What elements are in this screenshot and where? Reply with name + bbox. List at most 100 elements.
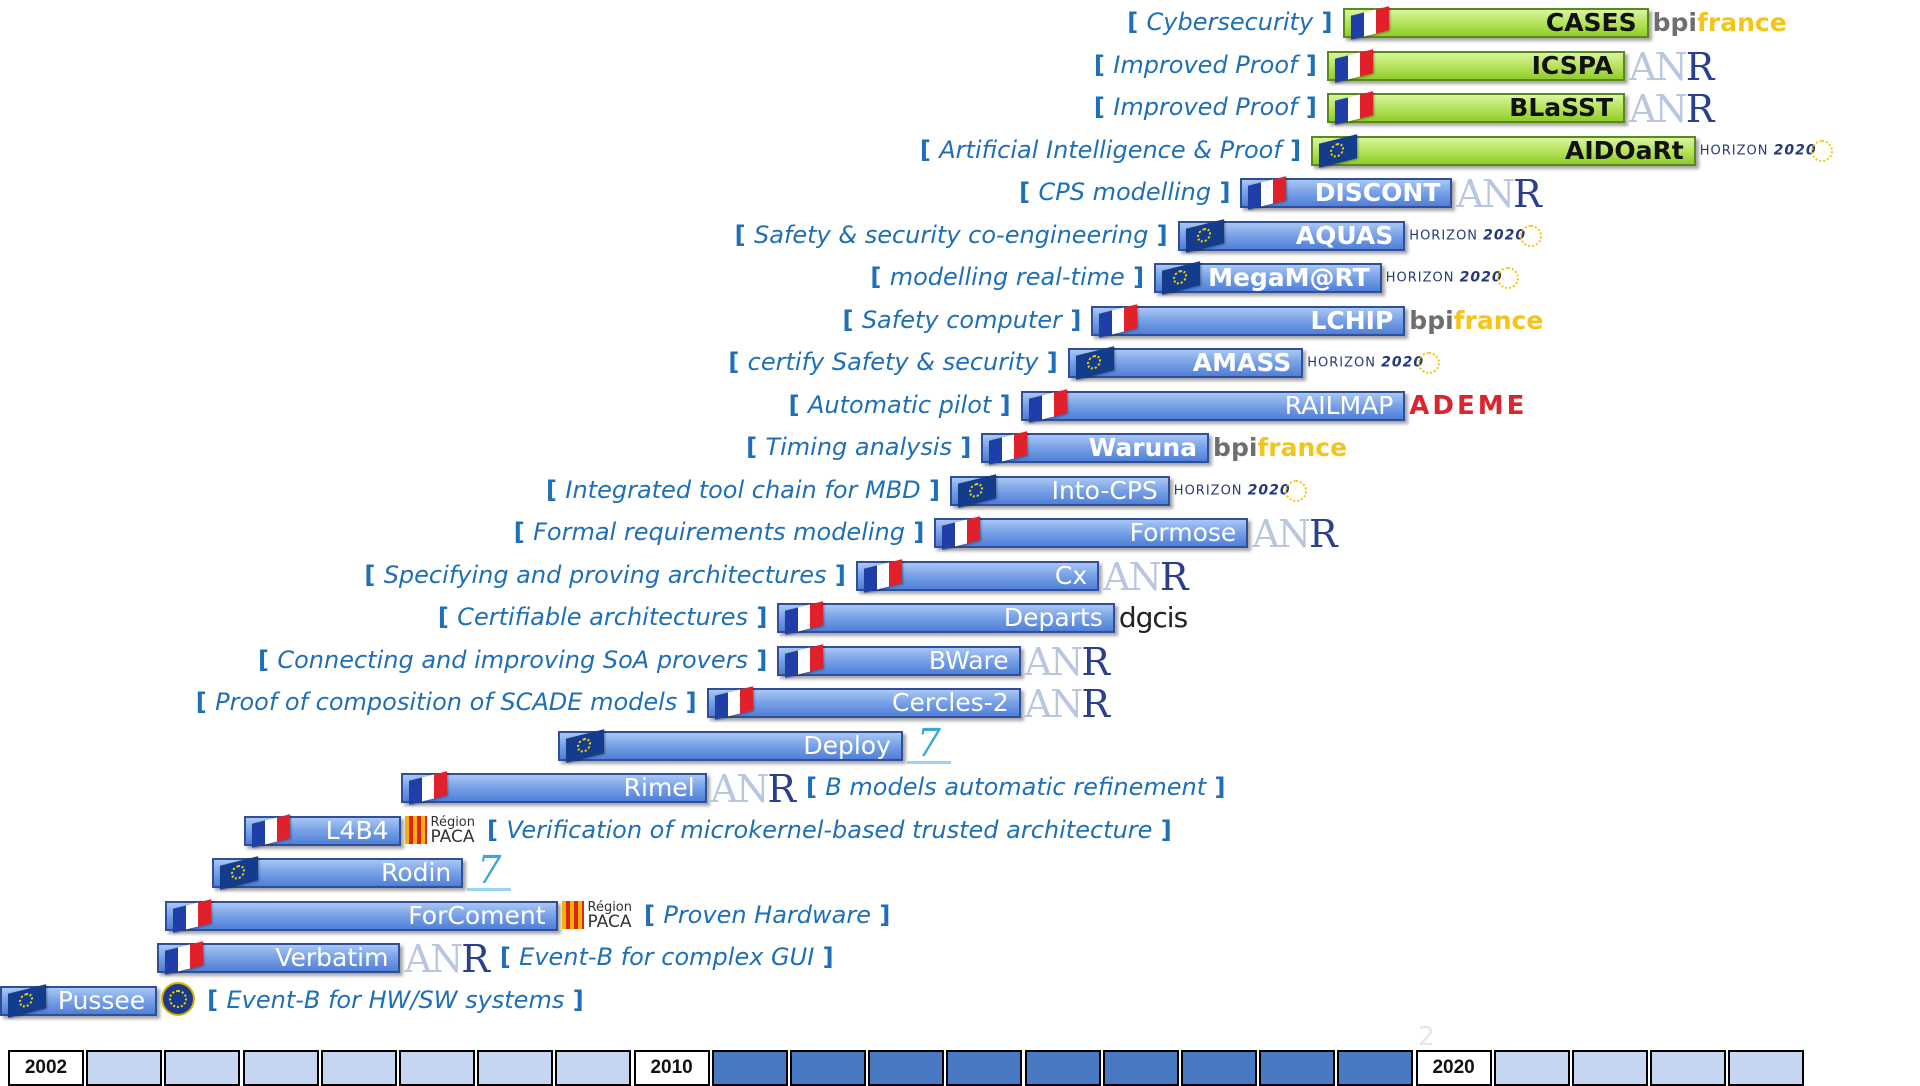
flag-stripe: [954, 519, 968, 547]
horizon-2020-logo: HORIZON 2020: [1700, 139, 1833, 162]
fp7-logo-icon: 7: [467, 851, 512, 891]
timeline-cell: [1259, 1050, 1336, 1086]
bracket-open: [: [919, 135, 940, 164]
horizon-logo-year: 2020: [1381, 354, 1425, 371]
project-description: [ Specifying and proving architectures ]: [364, 559, 845, 591]
eu-stars-ring: [231, 863, 246, 881]
project-bar-bware: BWare: [777, 643, 1021, 678]
horizon-logo-text: HORIZON: [1409, 228, 1484, 243]
bracket-close: ]: [920, 475, 940, 504]
project-description: [ Safety computer ]: [842, 304, 1081, 336]
bracket-open: [: [746, 433, 766, 461]
paca-crest-icon: [404, 815, 427, 844]
bpifrance-logo-text-a: bpi: [1652, 8, 1698, 37]
project-label: MegaM@RT: [1208, 263, 1370, 292]
eu-stars-icon: [1284, 479, 1307, 502]
project-label: Rimel: [623, 773, 695, 802]
anr-logo-text-b: R: [1309, 512, 1338, 556]
anr-logo: ANR: [1252, 512, 1338, 556]
flag-stripe: [810, 643, 824, 671]
timeline-cell: [1102, 1050, 1179, 1086]
project-description: [ Proof of composition of SCADE models ]: [196, 686, 697, 718]
timeline-cell: [1024, 1050, 1101, 1086]
description-text: Automatic pilot: [807, 390, 992, 419]
bracket-close: ]: [1281, 135, 1302, 164]
ademe-logo: ADEME: [1409, 390, 1528, 421]
timeline-cell: 2002: [8, 1050, 84, 1086]
project-description: [ Certifiable architectures ]: [438, 601, 767, 633]
description-text: Safety & security co-engineering: [753, 220, 1149, 249]
description-text: Proven Hardware: [663, 900, 871, 929]
eu-stars-ring: [969, 481, 983, 499]
bracket-close: ]: [1038, 348, 1058, 376]
timeline-cell: [946, 1050, 1023, 1086]
flag-stripe: [989, 437, 1003, 465]
paca-logo-text: Région PACA: [431, 815, 476, 845]
flag-stripe: [1350, 12, 1364, 40]
eu-flag-icon: [1075, 346, 1114, 380]
project-bar-cases: CASES: [1342, 6, 1649, 40]
flag-stripe: [276, 813, 290, 841]
project-label: Verbatim: [275, 943, 389, 972]
bpifrance-logo: bpifrance: [1653, 8, 1787, 38]
flag-stripe: [185, 901, 199, 930]
bpifrance-logo-text-a: bpi: [1213, 433, 1258, 462]
eu-stars-ring: [576, 736, 591, 754]
horizon-2020-logo: HORIZON 2020: [1307, 352, 1441, 374]
bracket-close: ]: [1148, 220, 1168, 249]
horizon-logo-text: HORIZON: [1307, 355, 1382, 371]
flag-stripe: [264, 816, 277, 845]
description-text: Event-B for HW/SW systems: [226, 985, 565, 1014]
eu-stars-ring: [1173, 268, 1188, 286]
bpifrance-logo-text-b: france: [1697, 8, 1787, 37]
project-bar-departs: Departs: [777, 601, 1115, 635]
description-text: Proof of composition of SCADE models: [215, 688, 678, 716]
french-flag-icon: [1350, 6, 1389, 40]
bracket-open: [: [207, 985, 227, 1014]
flag-stripe: [1248, 182, 1262, 210]
timeline-year-label: 2010: [650, 1057, 693, 1078]
project-bar-waruna: Waruna: [981, 431, 1210, 465]
bracket-close: ]: [1124, 263, 1145, 291]
french-flag-icon: [785, 643, 824, 678]
french-flag-icon: [165, 941, 204, 975]
project-description: [ Event-B for HW/SW systems ]: [207, 984, 584, 1016]
flag-stripe: [190, 941, 204, 969]
bracket-open: [: [805, 773, 826, 801]
project-label: Pussee: [57, 985, 146, 1015]
french-flag-icon: [408, 771, 447, 805]
description-text: certify Safety & security: [747, 348, 1039, 376]
description-text: Certifiable architectures: [457, 603, 748, 631]
description-text: Event-B for complex GUI: [519, 943, 815, 971]
timeline-cell: [399, 1050, 475, 1086]
french-flag-icon: [251, 813, 290, 848]
horizon-logo-year: 2020: [1247, 482, 1291, 498]
project-label: L4B4: [325, 815, 389, 845]
anr-logo: ANR: [1025, 642, 1110, 682]
bracket-open: [: [728, 348, 748, 376]
flag-stripe: [785, 607, 798, 635]
fp7-logo-icon: 7: [906, 724, 951, 764]
french-flag-icon: [714, 686, 753, 720]
flag-stripe: [1014, 431, 1028, 459]
esprit-emblem-icon: [161, 981, 196, 1016]
french-flag-icon: [1334, 48, 1373, 83]
project-bar-icspa: ICSPA: [1326, 48, 1626, 83]
flag-stripe: [165, 947, 178, 975]
flag-stripe: [863, 565, 877, 593]
eu-flag-icon: [958, 473, 996, 508]
bracket-close: ]: [826, 560, 846, 589]
bracket-close: ]: [1206, 773, 1226, 801]
description-text: Specifying and proving architectures: [383, 560, 827, 589]
anr-logo: ANR: [1456, 174, 1541, 214]
eu-stars-icon: [1520, 224, 1543, 247]
bracket-open: [: [1019, 178, 1039, 206]
project-description: [ Safety & security co-engineering ]: [735, 219, 1168, 251]
flag-stripe: [714, 692, 728, 720]
flag-stripe: [1099, 310, 1112, 338]
timeline-cell: [868, 1050, 945, 1086]
paca-logo-line2: PACA: [587, 911, 632, 932]
timeline-cell: [242, 1050, 319, 1086]
flag-stripe: [967, 516, 981, 544]
